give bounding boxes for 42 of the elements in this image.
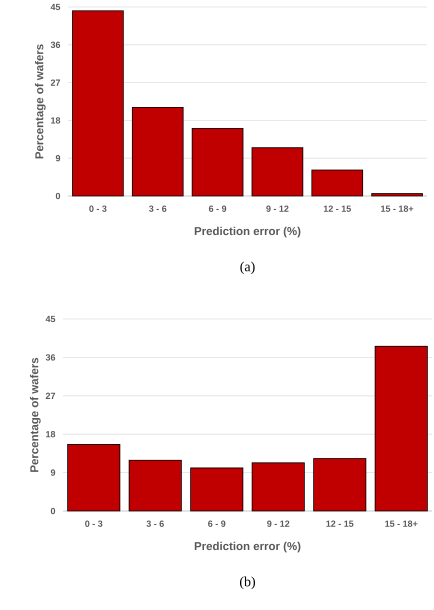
x-axis-title: Prediction error (%): [194, 542, 300, 552]
bar: [67, 444, 120, 512]
y-tick-label: 18: [51, 117, 60, 124]
x-tick-label: 0 - 3: [89, 206, 107, 212]
x-tick-label: 3 - 6: [148, 206, 166, 212]
x-tick-label: 12 - 15: [324, 206, 351, 212]
bar: [128, 460, 182, 512]
y-tick-label: 9: [56, 155, 60, 162]
bar: [72, 10, 124, 196]
y-tick-label: 0: [56, 192, 60, 200]
y-tick-label: 27: [50, 79, 60, 86]
y-tick-label: 45: [50, 4, 60, 10]
bar: [190, 468, 244, 512]
y-tick-label: 0: [50, 508, 56, 514]
y-axis-title: Percentage of wafers: [34, 44, 46, 158]
y-tick-label: 27: [46, 392, 56, 399]
bar: [311, 170, 364, 196]
x-tick-label: 6 - 9: [208, 206, 226, 212]
y-tick-label: 45: [46, 316, 56, 322]
bar: [313, 458, 366, 512]
x-tick-label: 9 - 12: [267, 520, 290, 527]
text: (a): [240, 262, 255, 274]
bar: [374, 346, 428, 512]
bar: [252, 147, 304, 196]
x-tick-label: 12 - 15: [326, 520, 354, 527]
x-tick-label: 15 - 18+: [381, 206, 414, 212]
y-tick-label: 9: [50, 469, 56, 476]
y-tick-label: 18: [46, 431, 56, 438]
x-tick-label: 6 - 9: [208, 520, 226, 527]
x-axis-title: Prediction error (%): [194, 226, 300, 238]
y-tick-label: 36: [50, 42, 60, 48]
x-tick-label: 9 - 12: [266, 206, 289, 212]
x-tick-label: 3 - 6: [146, 520, 164, 527]
bar: [371, 193, 423, 196]
bar: [132, 106, 184, 196]
x-tick-label: 15 - 18+: [385, 520, 418, 527]
bar: [252, 462, 305, 512]
x-tick-label: 0 - 3: [85, 520, 102, 527]
y-axis-title: Percentage of wafers: [30, 358, 41, 472]
bar: [192, 128, 244, 196]
text: (b): [240, 576, 256, 590]
y-tick-label: 36: [46, 354, 56, 361]
